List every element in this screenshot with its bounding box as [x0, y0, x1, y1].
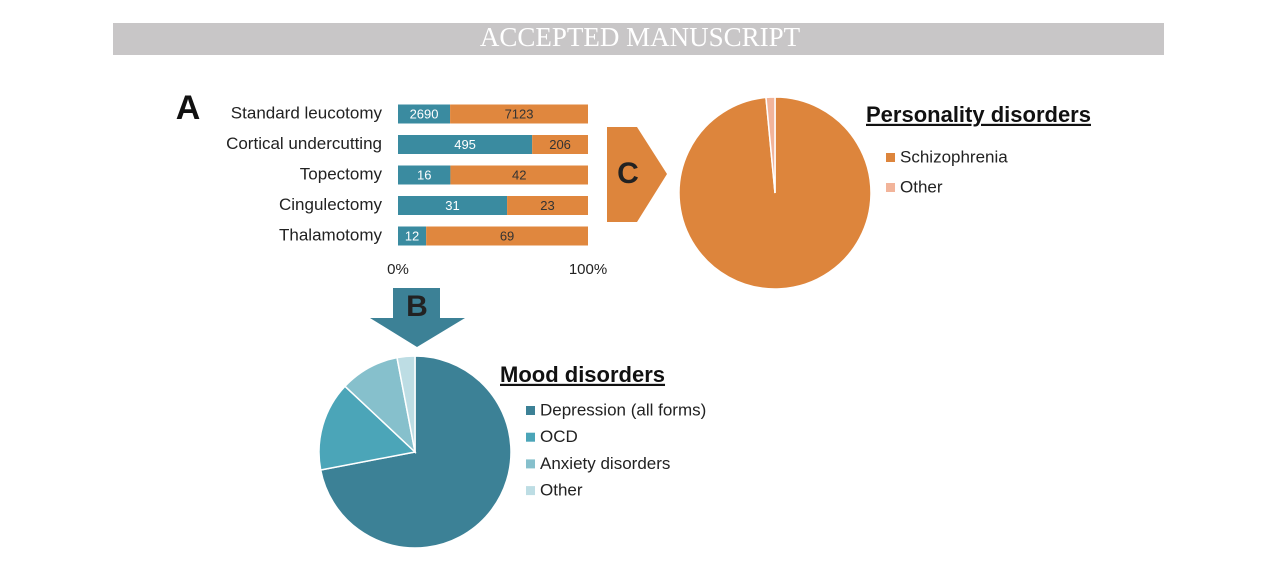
legend-swatch — [886, 153, 895, 162]
pie-slice — [318, 385, 417, 471]
data-label: 31 — [445, 198, 459, 213]
bar-segment — [450, 104, 588, 124]
category-label: Cingulectomy — [279, 195, 382, 214]
header-text: ACCEPTED MANUSCRIPT — [480, 22, 801, 52]
panel-label: A — [176, 89, 201, 127]
x-tick-label: 100% — [569, 261, 607, 278]
bar-segment — [426, 226, 588, 246]
data-label: 206 — [549, 137, 571, 152]
legend-label: OCD — [540, 427, 578, 446]
pie-slice — [765, 96, 776, 194]
arrow-c — [607, 127, 667, 222]
data-label: 2690 — [410, 106, 439, 121]
legend-swatch — [526, 459, 535, 469]
category-label: Topectomy — [300, 164, 383, 183]
data-label: 69 — [500, 228, 514, 243]
data-label: 495 — [454, 137, 476, 152]
x-tick-label: 0% — [387, 261, 409, 278]
arrow-b — [370, 288, 465, 347]
data-label: 7123 — [505, 106, 534, 121]
category-label: Standard leucotomy — [231, 103, 383, 122]
bar-segment — [450, 165, 588, 185]
legend-swatch — [526, 406, 535, 415]
bar-segment — [398, 135, 533, 154]
panel-label: C — [617, 157, 639, 190]
category-label: Thalamotomy — [279, 225, 382, 244]
data-label: 16 — [417, 167, 431, 182]
pie-slice — [396, 355, 416, 453]
legend-swatch — [886, 183, 895, 192]
bar-segment — [398, 104, 451, 124]
bar-segment — [398, 226, 427, 246]
bar-segment — [398, 196, 508, 215]
legend-label: Anxiety disorders — [540, 454, 670, 473]
data-label: 12 — [405, 228, 419, 243]
legend-swatch — [526, 432, 535, 442]
chart-title: Mood disorders — [500, 362, 665, 387]
chart-title: Personality disorders — [866, 102, 1091, 127]
header-bar — [113, 23, 1164, 55]
legend-label: Schizophrenia — [900, 147, 1008, 166]
bar-segment — [532, 135, 588, 154]
legend-label: Other — [900, 177, 943, 196]
bar-segment — [398, 165, 451, 185]
legend-swatch — [526, 486, 535, 496]
panel-label: B — [406, 290, 428, 323]
legend-label: Depression (all forms) — [540, 400, 706, 419]
legend-label: Other — [540, 481, 583, 500]
category-label: Cortical undercutting — [226, 134, 382, 153]
data-label: 42 — [512, 167, 526, 182]
bar-segment — [507, 196, 588, 215]
data-label: 23 — [540, 198, 554, 213]
